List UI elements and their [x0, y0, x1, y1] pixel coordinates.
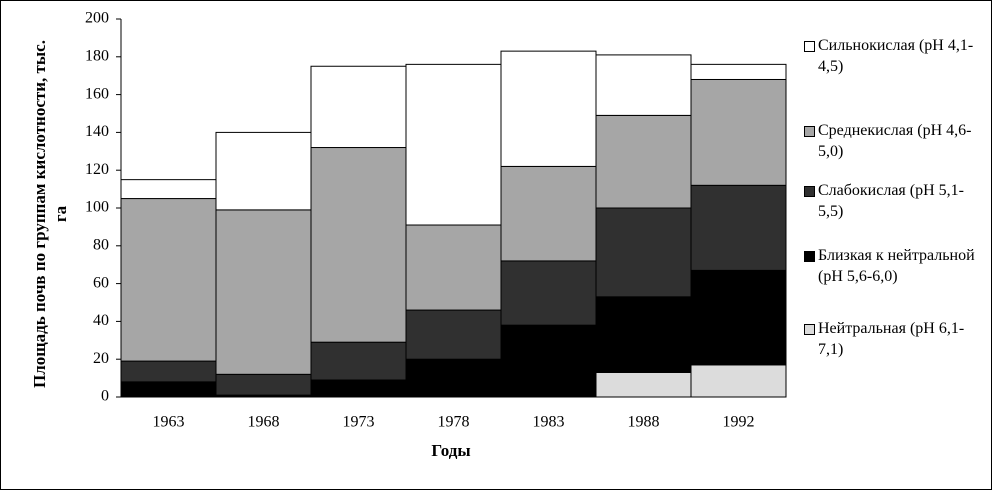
bar-segment [120, 360, 217, 383]
bar-segment [120, 381, 217, 398]
y-axis-title: Площадь почв по группам кислотности, тыс… [30, 40, 70, 388]
bar-segment [500, 50, 597, 167]
bar-segment [405, 224, 502, 311]
legend-swatch [804, 324, 815, 335]
bar-segment [690, 63, 787, 80]
bar-segment [215, 209, 312, 375]
bar-segment [405, 309, 502, 360]
bar-segment [690, 78, 787, 186]
bar-segment [690, 184, 787, 271]
y-tick-label: 200 [85, 10, 109, 27]
legend-label: Близкая к нейтральной (рН 5,6-6,0) [818, 247, 975, 285]
y-tick-label: 100 [85, 199, 109, 216]
x-axis-title: Годы [431, 441, 471, 460]
bar-segment [120, 198, 217, 362]
x-tick-label: 1973 [343, 414, 375, 431]
legend-label: Нейтральная (рН 6,1-7,1) [818, 320, 965, 358]
y-tick-label: 120 [85, 161, 109, 178]
legend-swatch [804, 41, 815, 52]
bar-segment [595, 207, 692, 298]
bar-segment [215, 131, 312, 211]
bar-segment [120, 179, 217, 200]
bar-segment [500, 324, 597, 398]
bar-segment [215, 373, 312, 396]
legend-swatch [804, 251, 815, 262]
bar-segment [310, 341, 407, 381]
legend-label: Среднекислая (рН 4,6-5,0) [818, 122, 972, 160]
bar-segment [690, 364, 787, 398]
y-tick-label: 160 [85, 85, 109, 102]
bar-segment [595, 54, 692, 116]
bar-segment [595, 371, 692, 398]
y-tick-label: 140 [85, 123, 109, 140]
x-tick-label: 1992 [723, 414, 755, 431]
legend-item: Среднекислая (рН 4,6-5,0) [804, 120, 988, 162]
y-tick-label: 60 [93, 274, 109, 291]
bar-segment [405, 358, 502, 398]
bar-segment [310, 147, 407, 343]
legend-item: Близкая к нейтральной (рН 5,6-6,0) [804, 245, 988, 287]
y-tick-label: 80 [93, 236, 109, 253]
x-tick-label: 1968 [248, 414, 280, 431]
x-tick-label: 1978 [438, 414, 470, 431]
bar-segment [595, 114, 692, 209]
x-tick-label: 1988 [628, 414, 660, 431]
y-tick-label: 20 [93, 350, 109, 367]
legend-item: Нейтральная (рН 6,1-7,1) [804, 318, 988, 360]
bar-segment [500, 165, 597, 262]
bar-segment [310, 379, 407, 398]
legend-item: Сильнокислая (рН 4,1-4,5) [804, 35, 988, 77]
bar-segment [500, 260, 597, 326]
bar-segment [690, 269, 787, 366]
legend-label: Слабокислая (рН 5,1-5,5) [818, 182, 964, 220]
legend-swatch [804, 126, 815, 137]
bar-segment [405, 63, 502, 226]
y-tick-label: 180 [85, 47, 109, 64]
y-tick-label: 0 [101, 388, 109, 405]
legend-item: Слабокислая (рН 5,1-5,5) [804, 180, 988, 222]
x-tick-label: 1963 [153, 414, 185, 431]
legend-swatch [804, 186, 815, 197]
y-tick-label: 40 [93, 312, 109, 329]
legend-label: Сильнокислая (рН 4,1-4,5) [818, 37, 974, 75]
bar-segment [310, 65, 407, 149]
bar-segment [595, 296, 692, 373]
x-tick-label: 1983 [533, 414, 565, 431]
